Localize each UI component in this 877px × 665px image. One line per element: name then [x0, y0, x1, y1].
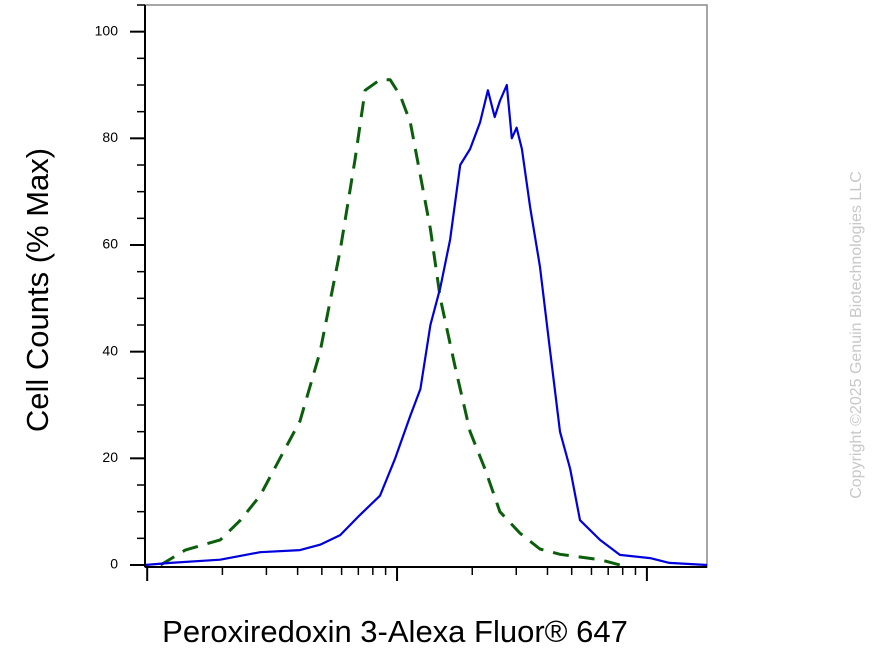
y-tick-label: 80	[102, 129, 118, 145]
y-tick-label: 20	[102, 449, 118, 465]
plot-area	[144, 78, 708, 567]
series-line	[144, 83, 708, 567]
y-tick-label: 60	[102, 236, 118, 252]
series-line	[159, 78, 621, 567]
y-tick-label: 100	[95, 22, 119, 38]
plot-frame	[144, 4, 708, 568]
y-tick-label: 0	[110, 556, 118, 572]
y-tick-label: 40	[102, 342, 118, 358]
watermark: Copyright ©2025 Genuin Biotechnologies L…	[848, 171, 865, 499]
y-axis-label: Cell Counts (% Max)	[20, 148, 55, 432]
x-axis-label: Peroxiredoxin 3-Alexa Fluor® 647	[162, 614, 628, 649]
